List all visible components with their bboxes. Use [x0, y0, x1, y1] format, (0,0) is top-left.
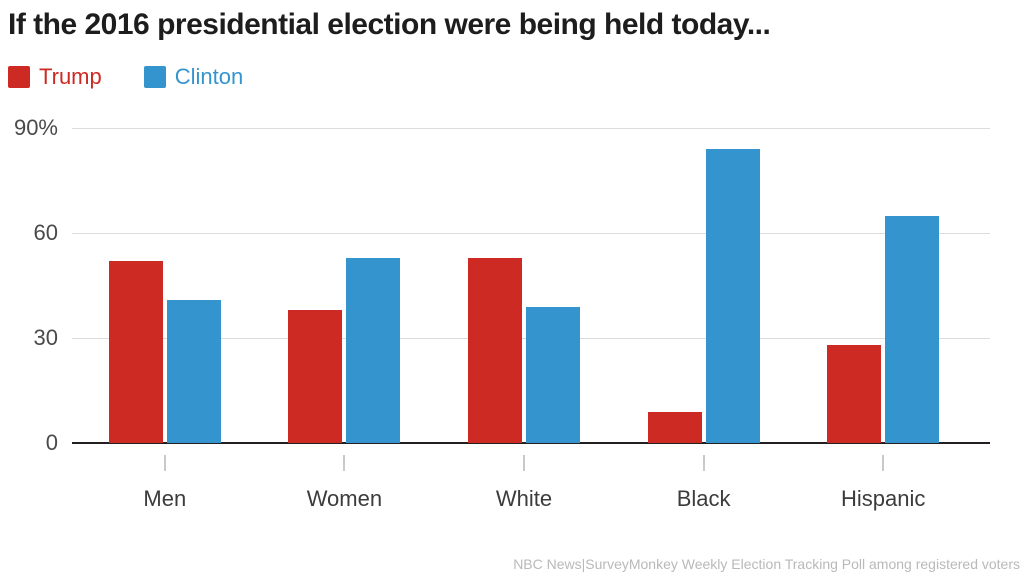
bar-clinton-white [526, 306, 580, 443]
trump-swatch-icon [8, 66, 30, 88]
x-tick-men [163, 455, 166, 471]
bar-clinton-hispanic [885, 215, 940, 443]
chart-title: If the 2016 presidential election were b… [8, 8, 771, 41]
legend-item-trump: Trump [8, 64, 102, 90]
x-tick-black [702, 455, 705, 471]
clinton-swatch-icon [143, 66, 166, 88]
bar-trump-men [108, 261, 163, 443]
legend-label-clinton: Clinton [174, 64, 244, 89]
y-axis-label-0: 0 [45, 430, 58, 455]
bar-clinton-women [346, 257, 401, 443]
x-axis-label-white: White [495, 486, 553, 511]
legend-item-clinton: Clinton [143, 64, 244, 90]
y-axis-label-30: 30 [33, 325, 58, 350]
x-axis-label-men: Men [143, 486, 187, 511]
bar-trump-white [468, 257, 522, 443]
x-tick-white [523, 455, 525, 471]
bar-trump-women [288, 310, 343, 443]
bar-clinton-men [166, 299, 221, 443]
source-note: NBC News|SurveyMonkey Weekly Election Tr… [513, 556, 1020, 572]
gridline-90 [72, 128, 990, 129]
x-axis-line [72, 442, 990, 444]
x-axis-label-black: Black [676, 486, 731, 511]
bar-clinton-black [705, 149, 760, 443]
y-axis-label-60: 60 [33, 220, 58, 245]
legend-label-trump: Trump [39, 64, 102, 89]
bar-trump-black [647, 411, 702, 443]
y-axis-label-90: 90% [13, 115, 58, 140]
x-axis-label-hispanic: Hispanic [841, 486, 926, 511]
x-tick-hispanic [882, 455, 885, 471]
x-axis-label-women: Women [306, 486, 383, 511]
bar-trump-hispanic [827, 345, 882, 443]
x-tick-women [343, 455, 346, 471]
legend: Trump Clinton [8, 64, 243, 90]
gridline-60 [72, 233, 990, 234]
